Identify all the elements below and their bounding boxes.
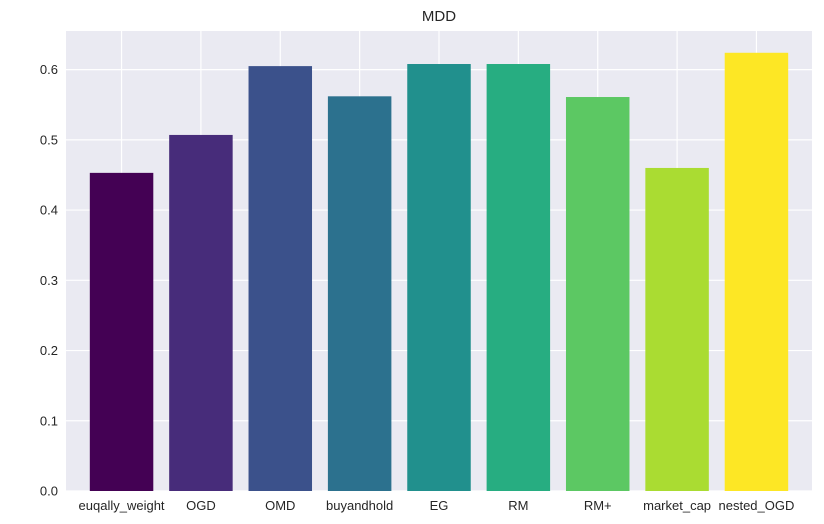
- x-tick-label: RM+: [584, 498, 612, 513]
- x-tick-label: euqally_weight: [79, 498, 165, 513]
- bar-nested-ogd: [724, 52, 789, 491]
- x-tick-label: market_cap: [643, 498, 711, 513]
- x-tick-label: RM: [508, 498, 528, 513]
- chart-title: MDD: [422, 8, 456, 25]
- y-tick-label: 0.2: [40, 343, 58, 358]
- x-tick-label: nested_OGD: [719, 498, 795, 513]
- x-tick-label: buyandhold: [326, 498, 393, 513]
- y-axis-ticks: 0.0 0.1 0.2 0.3 0.4 0.5 0.6: [40, 62, 58, 498]
- x-axis-ticks: euqally_weight OGD OMD buyandhold EG RM RM+ mar…: [79, 498, 795, 513]
- bars: [89, 52, 789, 492]
- x-tick-label: OMD: [265, 498, 295, 513]
- y-tick-label: 0.5: [40, 132, 58, 147]
- y-tick-label: 0.6: [40, 62, 58, 77]
- bar-eg: [407, 64, 471, 492]
- x-tick-label: OGD: [186, 498, 216, 513]
- y-tick-label: 0.0: [40, 484, 58, 499]
- bar-rm-: [565, 97, 630, 492]
- bar-euqally-weight: [89, 172, 154, 491]
- y-tick-label: 0.3: [40, 273, 58, 288]
- bar-buyandhold: [327, 96, 392, 491]
- bar-ogd: [169, 134, 233, 491]
- bar-rm: [486, 64, 551, 492]
- bar-market-cap: [645, 167, 709, 491]
- y-tick-label: 0.4: [40, 203, 58, 218]
- y-tick-label: 0.1: [40, 413, 58, 428]
- bar-omd: [248, 66, 313, 491]
- x-tick-label: EG: [430, 498, 449, 513]
